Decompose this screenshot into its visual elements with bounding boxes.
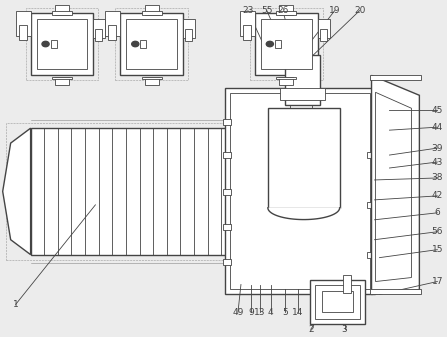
Text: 55: 55: [261, 6, 273, 15]
Text: 15: 15: [432, 245, 443, 254]
Bar: [55, 5, 69, 14]
Text: 39: 39: [432, 144, 443, 153]
Bar: [225, 88, 375, 295]
Bar: [320, 29, 327, 40]
Bar: [127, 19, 177, 69]
Text: 13: 13: [254, 308, 266, 317]
Bar: [52, 78, 72, 80]
Bar: [223, 152, 231, 158]
Bar: [6, 123, 235, 259]
Bar: [243, 25, 251, 40]
Bar: [322, 292, 353, 312]
Bar: [367, 152, 375, 158]
Bar: [145, 5, 159, 14]
Text: 49: 49: [232, 308, 244, 317]
Bar: [140, 40, 146, 48]
Polygon shape: [371, 75, 419, 295]
Bar: [142, 11, 162, 14]
Text: 19: 19: [329, 6, 341, 15]
Bar: [51, 40, 56, 48]
Text: 14: 14: [292, 308, 304, 317]
Text: 26: 26: [277, 6, 288, 15]
Bar: [370, 75, 422, 80]
Bar: [55, 78, 69, 85]
Text: 38: 38: [432, 174, 443, 182]
Text: 56: 56: [432, 227, 443, 236]
Text: 6: 6: [434, 208, 440, 217]
Bar: [230, 93, 370, 289]
Bar: [25, 8, 98, 80]
Bar: [318, 19, 330, 38]
Bar: [30, 13, 93, 75]
Text: 43: 43: [432, 157, 443, 166]
Bar: [261, 19, 312, 69]
Bar: [315, 284, 359, 319]
Text: 4: 4: [268, 308, 274, 317]
Bar: [142, 78, 162, 80]
Text: 5: 5: [282, 308, 288, 317]
Bar: [276, 11, 296, 14]
Text: 3: 3: [342, 325, 347, 334]
Bar: [310, 279, 365, 324]
Bar: [16, 11, 30, 36]
Bar: [95, 29, 102, 40]
Bar: [52, 11, 72, 14]
Text: 9: 9: [248, 308, 254, 317]
Bar: [145, 78, 159, 85]
Bar: [240, 11, 255, 36]
Text: 1: 1: [13, 300, 18, 309]
Bar: [223, 224, 231, 230]
Bar: [223, 189, 231, 195]
Bar: [250, 8, 323, 80]
Bar: [115, 8, 188, 80]
Bar: [255, 13, 318, 75]
Text: 2: 2: [308, 325, 313, 334]
Bar: [280, 88, 325, 100]
Bar: [275, 40, 281, 48]
Bar: [343, 275, 350, 293]
Circle shape: [132, 41, 139, 47]
Text: 44: 44: [432, 123, 443, 132]
Bar: [223, 119, 231, 125]
Bar: [279, 5, 293, 14]
Bar: [30, 128, 235, 255]
Text: 45: 45: [432, 106, 443, 115]
Circle shape: [42, 41, 49, 47]
Bar: [279, 78, 293, 85]
Polygon shape: [3, 128, 30, 255]
Bar: [185, 29, 192, 40]
Text: 42: 42: [432, 191, 443, 201]
Bar: [108, 25, 116, 40]
Bar: [370, 289, 422, 295]
Text: 20: 20: [354, 6, 365, 15]
Circle shape: [266, 41, 274, 47]
Bar: [223, 258, 231, 265]
Text: 23: 23: [242, 6, 253, 15]
Bar: [367, 252, 375, 257]
Bar: [120, 13, 183, 75]
Bar: [276, 78, 296, 80]
Bar: [93, 19, 105, 38]
Bar: [183, 19, 195, 38]
Bar: [285, 56, 320, 105]
Bar: [105, 11, 120, 36]
Bar: [268, 108, 340, 208]
Bar: [19, 25, 27, 40]
Text: 17: 17: [432, 277, 443, 286]
Bar: [367, 202, 375, 208]
Bar: [37, 19, 88, 69]
